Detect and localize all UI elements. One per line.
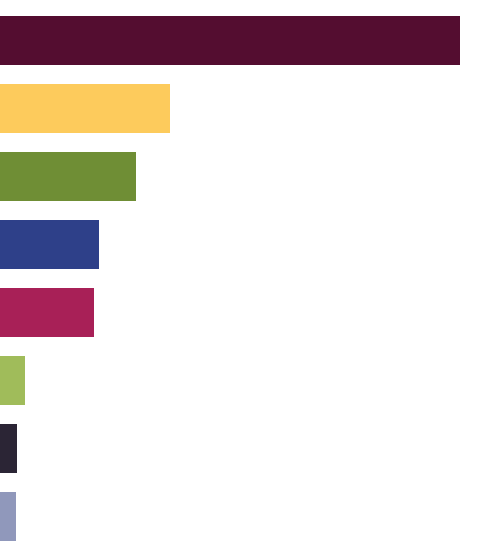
Bar (0, 424, 17, 473)
Bar (0, 220, 99, 269)
Bar (0, 288, 94, 337)
Bar (0, 16, 460, 65)
Bar (0, 152, 136, 201)
Bar (0, 492, 16, 541)
Bar (0, 84, 170, 133)
Bar (0, 356, 25, 405)
